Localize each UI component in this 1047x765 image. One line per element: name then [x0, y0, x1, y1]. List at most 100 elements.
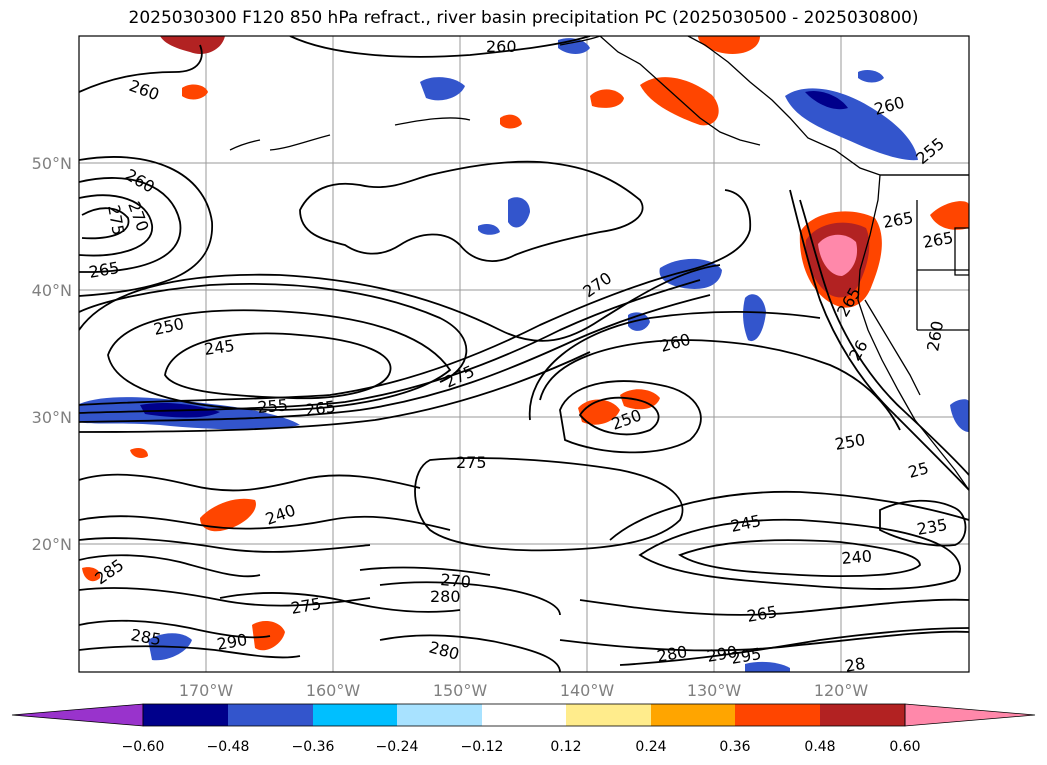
contour-245-central	[164, 332, 392, 400]
precip-blob-ca-inner	[818, 234, 858, 276]
contour-wiggly-2	[79, 515, 451, 531]
contour-jet-2	[79, 279, 701, 414]
contour-label: 25	[906, 458, 931, 482]
precip-blob-neg-e	[950, 399, 969, 432]
contour-265-east	[528, 311, 821, 421]
precip-blob-neg-ne	[785, 88, 918, 161]
precip-blob-sw-3	[82, 567, 101, 582]
colorbar-tick-labels: −0.60 −0.48 −0.36 −0.24 −0.12 0.12 0.24 …	[122, 739, 921, 755]
precip-blob-north-1	[640, 77, 719, 126]
lon-label: 150°W	[433, 681, 488, 700]
precip-blob-neg-center-4	[478, 224, 500, 235]
colorbar-segment	[313, 704, 397, 726]
coastlines	[229, 36, 969, 491]
contour-280-s-3	[379, 634, 561, 672]
contour-235-se	[879, 499, 967, 547]
contour-260-west	[79, 156, 213, 297]
contour-label: 270	[440, 570, 472, 592]
contour-270-mid	[79, 264, 721, 342]
lat-label: 30°N	[32, 408, 72, 427]
contour-285-sw	[79, 554, 261, 578]
colorbar-high-extension	[904, 703, 1036, 727]
coast-alaska-peninsula	[599, 36, 761, 146]
contour-265-west	[79, 177, 182, 273]
colorbar-segment	[397, 704, 482, 726]
contour-jet-4	[79, 351, 591, 433]
contour-labels: 260 260 260 260 255 270 275 265 250 245 …	[87, 37, 954, 676]
contour-label: 260	[486, 37, 517, 56]
contour-label: 240	[841, 546, 873, 568]
contour-jet-5	[79, 283, 468, 383]
contour-275-sw	[219, 592, 461, 613]
colorbar-segment	[566, 704, 651, 726]
lon-label: 170°W	[179, 681, 234, 700]
colorbar-segment	[228, 704, 313, 726]
contour-260-north	[289, 36, 591, 58]
contour-label: 265	[304, 397, 337, 420]
precip-blob-neg-n1	[420, 77, 465, 101]
contour-label: 28	[843, 654, 866, 676]
precip-blob-neg-ne-core	[805, 90, 848, 110]
contour-jet-3	[79, 294, 711, 423]
contour-260-nw	[79, 44, 203, 93]
lon-label: 140°W	[560, 681, 615, 700]
map-title: 2025030300 F120 850 hPa refract., river …	[128, 8, 919, 28]
map-plot-area: 260 260 260 260 255 270 275 265 250 245 …	[79, 36, 969, 676]
contour-250-central	[107, 309, 452, 411]
contour-290-sw	[79, 645, 301, 659]
contour-255-east	[559, 380, 702, 454]
colorbar-tick-label: 0.36	[719, 739, 750, 755]
precip-blob-neg-center-2	[743, 294, 766, 342]
contour-wiggly-4	[79, 587, 371, 607]
lat-label: 50°N	[32, 154, 72, 173]
lat-label: 20°N	[32, 535, 72, 554]
contour-285-sw-2	[79, 619, 271, 639]
precip-blob-neg-se	[745, 661, 790, 672]
lat-labels: 50°N 40°N 30°N 20°N	[32, 154, 72, 554]
colorbar-segment	[143, 704, 228, 726]
precip-blob-north-3	[590, 89, 624, 108]
contour-label: 245	[203, 336, 236, 359]
precip-blob-nw	[160, 36, 225, 55]
contour-west-coast-bundle-2	[799, 199, 969, 476]
lat-label: 40°N	[32, 281, 72, 300]
colorbar: −0.60 −0.48 −0.36 −0.24 −0.12 0.12 0.24 …	[11, 703, 1036, 755]
precip-blob-neg-n2	[508, 197, 530, 228]
contour-label: 255	[257, 395, 289, 417]
lon-labels: 170°W 160°W 150°W 140°W 130°W 120°W	[179, 681, 869, 700]
contour-label: 280	[430, 587, 461, 606]
precip-blob-neg-center	[659, 258, 722, 289]
contour-240-se	[678, 539, 921, 578]
contour-270-west-core	[81, 207, 130, 240]
colorbar-tick-label: −0.36	[292, 739, 335, 755]
contour-wiggly-1	[79, 473, 421, 492]
lon-label: 120°W	[814, 681, 869, 700]
contour-jet-1	[79, 189, 752, 406]
precip-blob-ak	[182, 84, 208, 100]
colorbar-low-extension	[11, 703, 144, 727]
coast-north-america	[687, 36, 969, 491]
precip-blob-ca-east	[930, 201, 969, 230]
colorbar-tick-label: 0.12	[550, 739, 581, 755]
coast-us-states	[880, 174, 969, 331]
contour-275-central	[414, 457, 684, 552]
contour-label: 275	[456, 453, 487, 472]
contour-250-east	[578, 396, 660, 436]
coast-aleutians	[229, 36, 601, 151]
colorbar-tick-label: 0.48	[804, 739, 835, 755]
precip-blob-north-2	[698, 36, 760, 55]
precip-blob-sw-4	[130, 448, 148, 458]
contour-260-east	[539, 339, 901, 431]
precip-blob-north-4	[500, 114, 522, 129]
colorbar-segment	[482, 704, 566, 726]
contour-280-s	[559, 630, 969, 652]
map-frame	[78, 35, 970, 673]
contour-290-s	[619, 627, 969, 666]
contour-west-coast-bundle	[789, 189, 969, 491]
lon-label: 160°W	[306, 681, 361, 700]
contour-275-west	[79, 194, 153, 257]
precip-blob-neg-n4	[858, 70, 884, 83]
colorbar-segment	[820, 704, 905, 726]
coast-baja	[864, 299, 921, 396]
